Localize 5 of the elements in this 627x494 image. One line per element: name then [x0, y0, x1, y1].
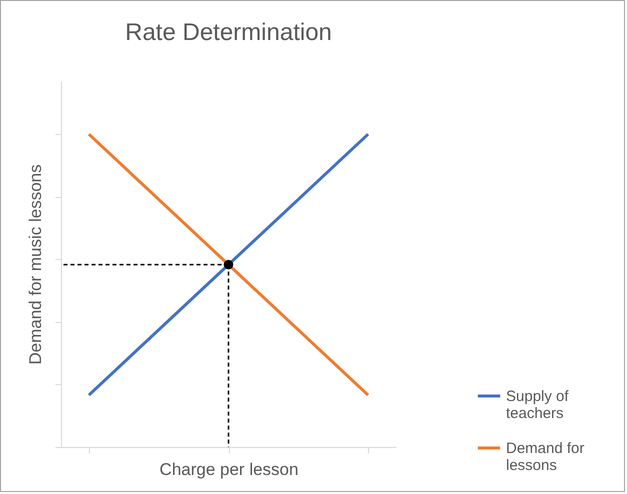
- legend-label: Supply of teachers: [506, 388, 570, 422]
- y-axis-title: Demand for music lessons: [26, 164, 45, 365]
- x-axis-title: Charge per lesson: [160, 460, 298, 479]
- chart-title: Rate Determination: [125, 19, 332, 46]
- legend-label: Demand for lessons: [506, 440, 584, 474]
